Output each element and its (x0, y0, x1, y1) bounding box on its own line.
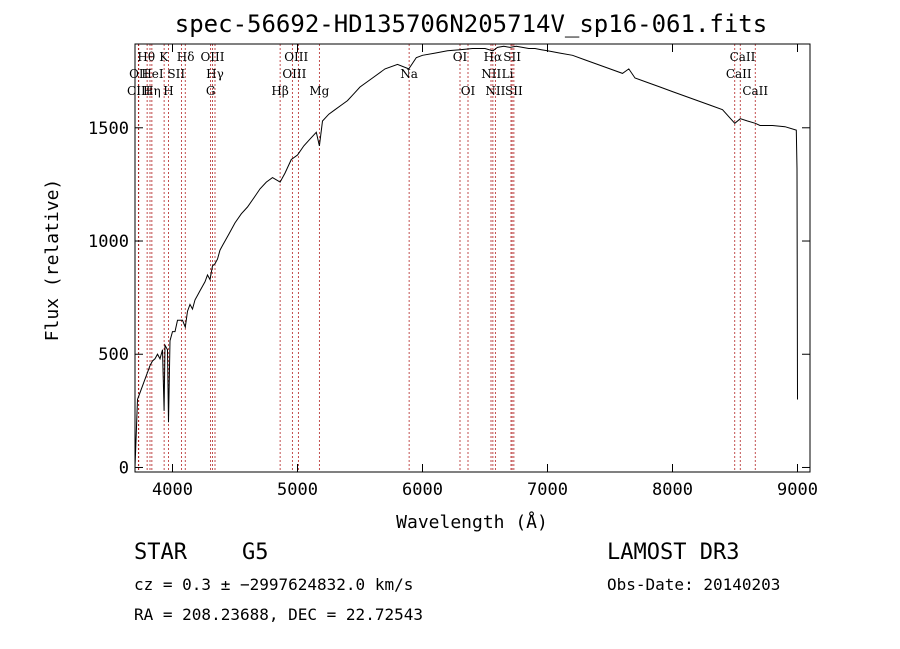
spectral-subclass: G5 (242, 540, 269, 565)
x-tick-label: 4000 (152, 480, 193, 500)
y-axis-ticks: 0 500 1000 1500 (88, 119, 810, 478)
x-axis-label: Wavelength (Å) (396, 511, 548, 533)
plot-frame (134, 43, 811, 473)
y-tick-label: 1000 (88, 232, 129, 252)
line-label: Hθ (137, 50, 155, 64)
line-label: CaII (742, 84, 768, 98)
spectrum-line (134, 45, 798, 468)
line-label: Hγ (206, 67, 224, 81)
line-label: Hη (143, 84, 161, 98)
line-label: Hβ (271, 84, 288, 98)
x-tick-label: 8000 (652, 480, 693, 500)
line-label: K (159, 50, 169, 64)
line-label: NII (481, 67, 501, 81)
line-label: G (206, 84, 216, 98)
redshift-readout: cz = 0.3 ± −2997624832.0 km/s (134, 575, 414, 594)
x-tick-label: 7000 (527, 480, 568, 500)
x-tick-label: 9000 (777, 480, 818, 500)
line-label: OIII (200, 50, 224, 64)
observation-date: Obs-Date: 20140203 (607, 575, 781, 594)
object-type: STAR (134, 540, 187, 565)
x-tick-label: 6000 (402, 480, 443, 500)
line-label: OI (453, 50, 468, 64)
line-label: NII (485, 84, 505, 98)
line-label: SII (167, 67, 185, 81)
spectral-line-markers (137, 44, 756, 472)
spectrum-series (134, 45, 798, 468)
line-label: OIII (284, 50, 308, 64)
x-axis-ticks: 4000 5000 6000 7000 8000 9000 (152, 44, 818, 500)
line-label: CaII (730, 50, 756, 64)
line-label: H (163, 84, 173, 98)
y-tick-label: 500 (98, 345, 129, 365)
coordinates-readout: RA = 208.23688, DEC = 22.72543 (134, 605, 423, 624)
x-tick-label: 5000 (277, 480, 318, 500)
line-label: CaII (726, 67, 752, 81)
line-label: OI (461, 84, 476, 98)
line-label: Hα (484, 50, 503, 64)
y-tick-label: 1500 (88, 119, 129, 139)
line-label: SII (505, 84, 523, 98)
y-axis-label: Flux (relative) (42, 179, 63, 342)
line-label: Mg (309, 84, 329, 98)
line-label: SII (503, 50, 521, 64)
line-label: OII (129, 67, 149, 81)
line-label: OIII (282, 67, 306, 81)
line-label: CIII (127, 84, 151, 98)
y-tick-label: 0 (119, 458, 129, 478)
line-label: Hδ (177, 50, 195, 64)
chart-title: spec-56692-HD135706N205714V_sp16-061.fit… (175, 10, 767, 38)
line-label: Na (400, 67, 418, 81)
line-label: HeI (141, 67, 164, 81)
line-label: Li (502, 67, 514, 81)
survey-name: LAMOST DR3 (607, 540, 740, 565)
